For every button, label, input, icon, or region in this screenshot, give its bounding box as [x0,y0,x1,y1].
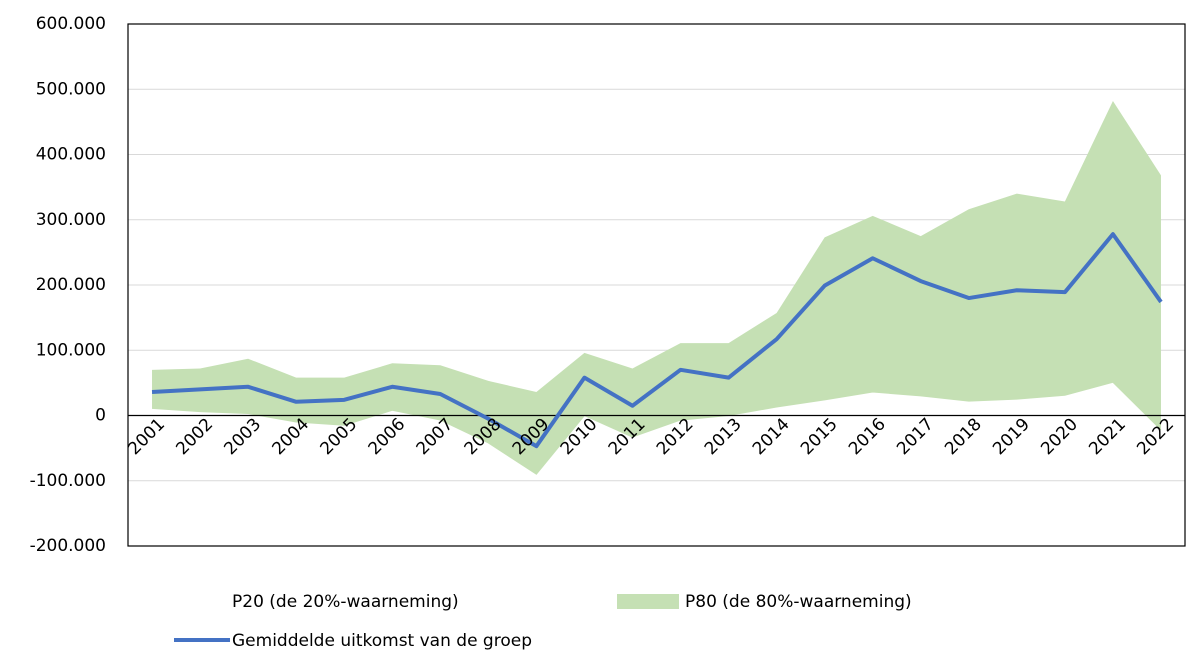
x-tick-label: 2015 [797,414,842,459]
legend-label: Gemiddelde uitkomst van de groep [232,631,532,651]
x-tick-label: 2002 [172,414,217,459]
x-tick-label: 2006 [365,414,410,459]
x-tick-label: 2016 [845,414,890,459]
y-tick-label: 0 [95,406,106,426]
y-tick-label: 600.000 [36,14,106,34]
x-tick-label: 2017 [893,414,938,459]
y-tick-label: -200.000 [30,536,106,556]
legend-swatch [617,594,679,609]
legend-label: P80 (de 80%-waarneming) [685,592,912,612]
y-tick-label: 400.000 [36,145,106,165]
y-tick-label: 500.000 [36,79,106,99]
y-tick-label: -100.000 [30,471,106,491]
p80-area [152,100,1161,475]
legend-label: P20 (de 20%-waarneming) [232,592,459,612]
p20-edge [151,381,1162,475]
x-tick-label: 2014 [749,414,794,459]
plot-frame [127,23,1186,547]
y-tick-label: 100.000 [36,340,106,360]
x-tick-label: 2019 [989,414,1034,459]
x-tick-label: 2013 [701,414,746,459]
legend-swatch [174,594,228,609]
y-tick-label: 200.000 [36,275,106,295]
x-tick-label: 2003 [220,414,265,459]
x-tick-label: 2018 [941,414,986,459]
x-tick-label: 2001 [124,414,169,459]
x-tick-label: 2021 [1085,414,1130,459]
mean-line [151,232,1163,449]
x-tick-label: 2020 [1037,414,1082,459]
y-tick-label: 300.000 [36,210,106,230]
